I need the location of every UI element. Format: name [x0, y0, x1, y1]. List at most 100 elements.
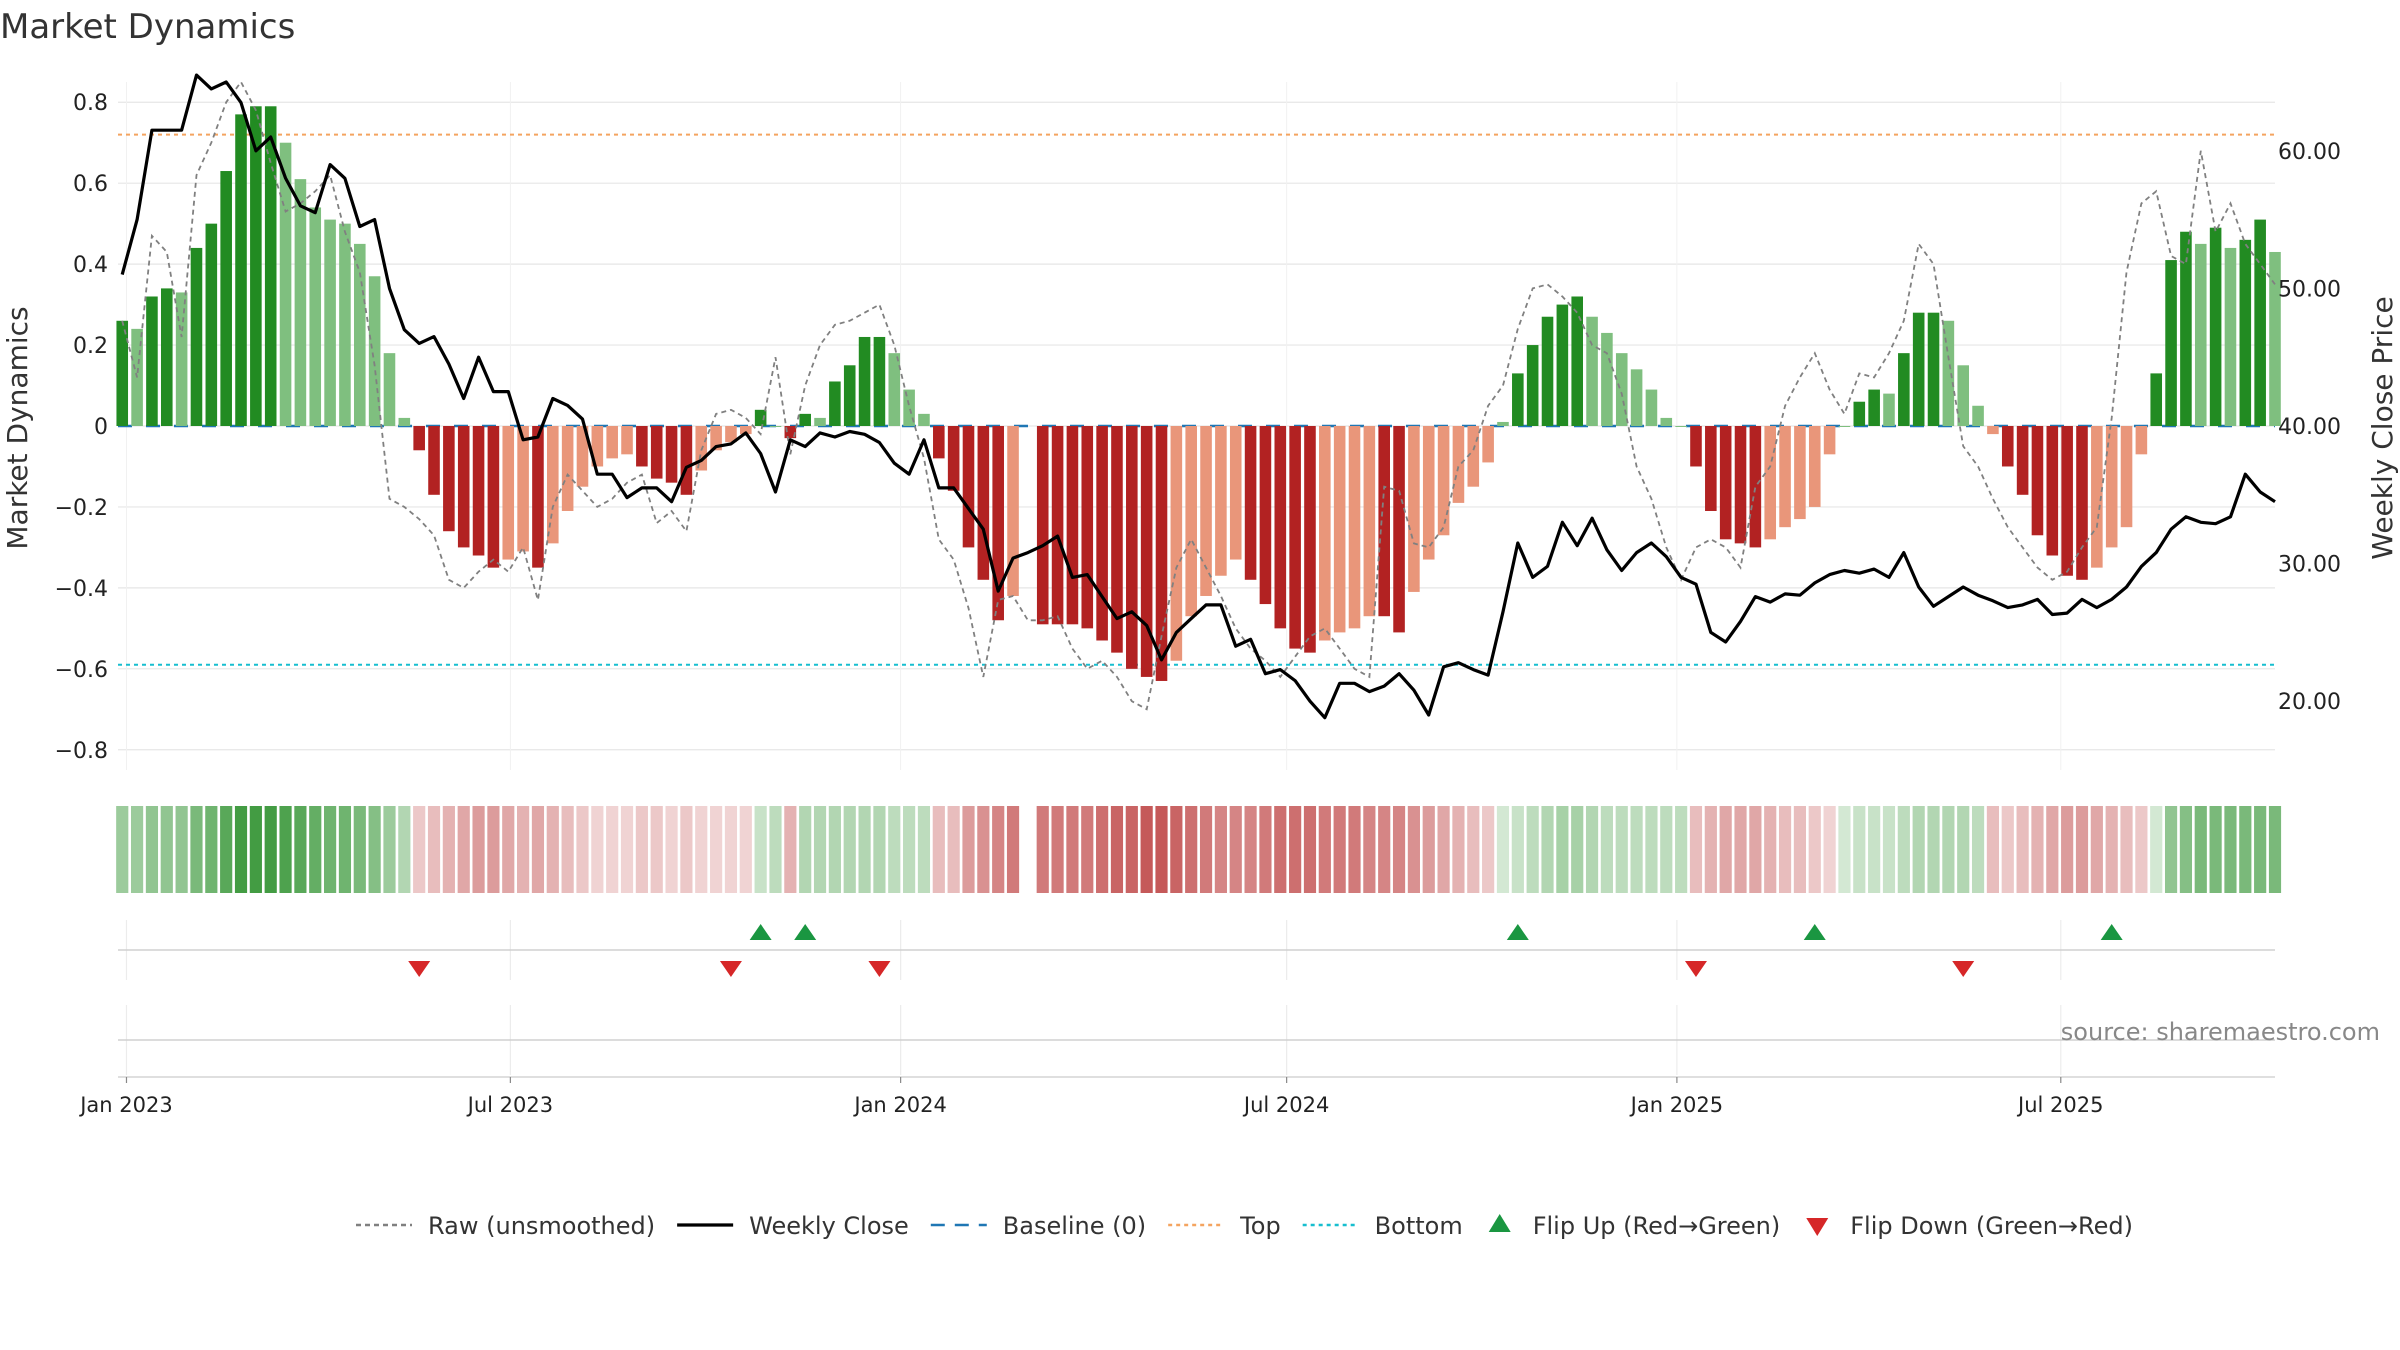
regime-cell — [1437, 806, 1450, 893]
dynamics-bar — [962, 426, 975, 548]
regime-cell — [1452, 806, 1465, 893]
regime-cell — [427, 806, 441, 893]
left-tick-label: −0.4 — [55, 577, 108, 602]
dynamics-bar — [457, 426, 470, 548]
regime-cell — [413, 806, 426, 893]
dynamics-bar — [799, 413, 811, 426]
legend-label: Weekly Close — [749, 1212, 909, 1240]
regime-cell — [576, 806, 589, 893]
dynamics-bar — [1393, 426, 1405, 633]
dynamics-bar — [769, 426, 782, 427]
dynamics-bar — [1705, 426, 1717, 511]
regime-cell — [2254, 806, 2267, 893]
regime-cell — [190, 806, 203, 893]
dynamics-bar — [710, 426, 722, 451]
dynamics-bar — [1036, 426, 1049, 625]
left-tick-label: −0.6 — [55, 658, 108, 683]
dynamics-bar — [2001, 426, 2014, 467]
regime-cell — [2031, 806, 2044, 893]
regime-cell — [1303, 806, 1317, 893]
dynamics-bar — [1200, 426, 1212, 596]
regime-cell — [754, 806, 767, 893]
regime-cell — [2179, 806, 2193, 893]
flip-up-marker — [1506, 924, 1529, 940]
right-tick-label: 20.00 — [2278, 690, 2341, 715]
regime-cell — [309, 806, 322, 893]
regime-cell — [279, 806, 292, 893]
dynamics-bar — [1155, 426, 1168, 681]
regime-cell — [338, 806, 352, 893]
legend-item: Baseline (0) — [930, 1212, 1146, 1240]
dynamics-bar — [1229, 426, 1242, 560]
dynamics-bar — [1408, 426, 1420, 592]
regime-cell — [947, 806, 960, 893]
dynamics-bar — [339, 223, 351, 426]
regime-cell — [1957, 806, 1970, 893]
dynamics-bar — [472, 426, 485, 556]
regime-cell — [1897, 806, 1910, 893]
regime-cell — [1259, 806, 1272, 893]
regime-cell — [1675, 806, 1688, 893]
regime-cell — [1749, 806, 1762, 893]
dynamics-bar — [784, 426, 797, 439]
dynamics-bar — [665, 426, 678, 483]
regime-cell — [383, 806, 396, 893]
date-tick-label: Jul 2023 — [466, 1093, 553, 1117]
regime-cell — [635, 806, 648, 893]
left-tick-label: 0 — [94, 415, 108, 440]
regime-cell — [1986, 806, 2000, 893]
regime-cell — [1081, 806, 1094, 893]
date-tick-label: Jan 2024 — [852, 1093, 947, 1117]
flip-down-marker — [1952, 961, 1975, 977]
regime-cell — [2224, 806, 2237, 893]
dynamics-bar — [294, 179, 307, 426]
regime-cell — [1808, 806, 1821, 893]
dynamics-bar — [1437, 426, 1450, 536]
regime-cell — [591, 806, 604, 893]
dynamics-bar — [1274, 426, 1287, 629]
regime-cell — [1140, 806, 1153, 893]
dynamics-bar — [829, 381, 841, 426]
left-tick-label: 0.4 — [73, 253, 108, 278]
flip-down-marker — [408, 961, 431, 977]
dynamics-bar — [2031, 426, 2044, 536]
dynamics-bar — [2120, 426, 2133, 528]
dynamics-bar — [606, 426, 618, 459]
dynamics-bar — [2269, 251, 2281, 426]
legend-label: Baseline (0) — [1003, 1212, 1146, 1240]
regime-cell — [131, 806, 144, 893]
dynamics-bar — [1734, 426, 1747, 544]
regime-cell — [294, 806, 307, 893]
dynamics-bar — [1259, 426, 1272, 605]
regime-cell — [531, 806, 545, 893]
dynamics-bar — [502, 426, 515, 560]
dynamics-bar — [1348, 426, 1361, 629]
regime-cell — [620, 806, 634, 893]
dynamics-bar — [1066, 426, 1079, 625]
regime-cell — [160, 806, 173, 893]
regime-cell — [2120, 806, 2133, 893]
left-tick-label: 0.2 — [73, 334, 108, 359]
regime-cell — [903, 806, 916, 893]
dynamics-bar — [2150, 373, 2163, 426]
legend-item: Bottom — [1302, 1212, 1463, 1240]
regime-cell — [1823, 806, 1836, 893]
flip-up-marker — [749, 924, 772, 940]
regime-cell — [561, 806, 574, 893]
dynamics-bar — [235, 114, 247, 427]
legend-label: Bottom — [1375, 1212, 1463, 1240]
regime-cell — [1051, 806, 1064, 893]
regime-cell — [680, 806, 693, 893]
regime-cell — [324, 806, 337, 893]
regime-cell — [517, 806, 530, 893]
dynamics-bar — [1452, 426, 1465, 503]
regime-cell — [828, 806, 841, 893]
dynamics-bar — [116, 320, 129, 426]
legend: Raw (unsmoothed) Weekly Close Baseline (0)… — [356, 1212, 2133, 1240]
regime-cell — [992, 806, 1005, 893]
legend-label: Top — [1239, 1212, 1281, 1240]
regime-cell — [932, 806, 945, 893]
source-credit: source: sharemaestro.com — [2061, 1018, 2380, 1046]
regime-cell — [368, 806, 381, 893]
legend-item: Flip Down (Green→Red) — [1806, 1212, 2133, 1240]
